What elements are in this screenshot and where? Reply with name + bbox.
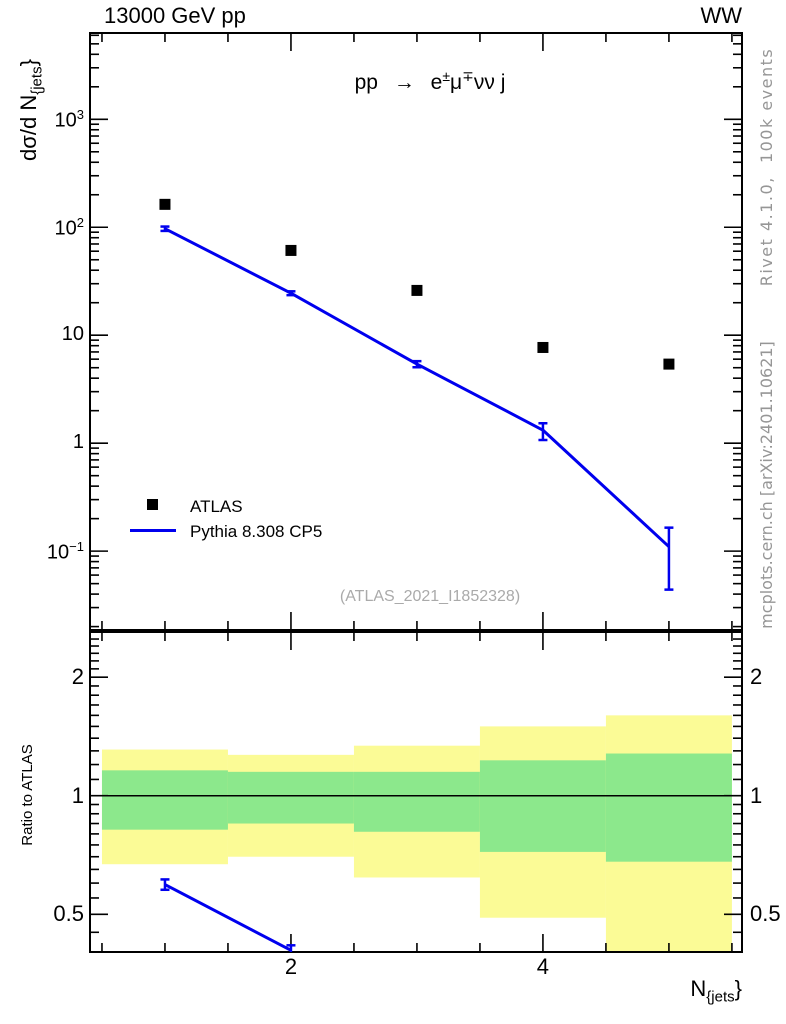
mc-series-main xyxy=(160,225,674,591)
mc-series-ratio xyxy=(160,878,296,952)
data-point-square xyxy=(159,198,171,210)
panel-frame xyxy=(89,32,743,631)
legend-marker-square xyxy=(147,499,158,510)
legend-label-mc: Pythia 8.308 CP5 xyxy=(190,522,323,541)
x-axis-label: N{jets} xyxy=(690,976,742,1006)
plot-title: pp → e±μ∓νν j xyxy=(354,68,506,94)
data-point-square xyxy=(537,341,549,353)
mc-line xyxy=(164,883,292,952)
uncertainty-band-green xyxy=(227,771,354,824)
beam-energy-label: 13000 GeV pp xyxy=(104,3,246,28)
panel-frame xyxy=(89,631,743,953)
data-point-square xyxy=(663,358,675,370)
data-point-square xyxy=(285,244,297,256)
legend-marker-line xyxy=(130,529,176,532)
uncertainty-band-green xyxy=(353,771,480,832)
arrow-glyph: → xyxy=(393,71,415,94)
legend-label-data: ATLAS xyxy=(190,497,243,516)
process-group-label: WW xyxy=(700,3,742,28)
data-point-square xyxy=(411,284,423,296)
mc-line xyxy=(164,227,670,548)
uncertainty-band-green xyxy=(479,760,606,852)
uncertainty-band-green xyxy=(101,770,228,830)
analysis-id-watermark: (ATLAS_2021_I1852328) xyxy=(339,588,521,605)
uncertainty-band-green xyxy=(605,753,732,862)
